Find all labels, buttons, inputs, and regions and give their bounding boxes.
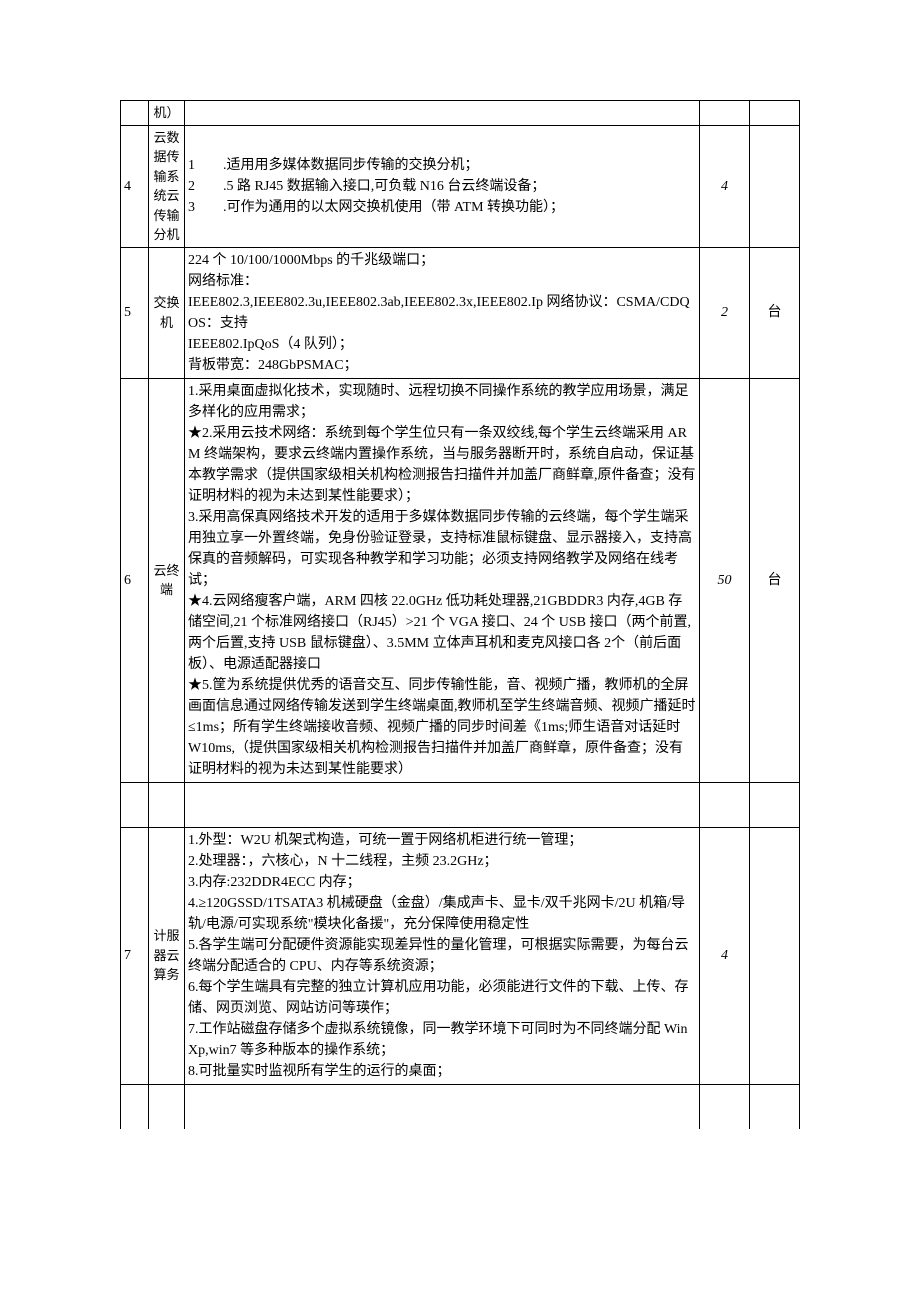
- cell-name: 机）: [149, 101, 185, 126]
- cell-unit: [750, 827, 800, 1084]
- spec-table: 机） 4 云数据传输系统云传输分机 1 .适用用多媒体数据同步传输的交换分机； …: [120, 100, 800, 1129]
- cell-qty: 4: [700, 125, 750, 247]
- cell-spec: [185, 101, 700, 126]
- table-row: 机）: [121, 101, 800, 126]
- cell-spec: 224 个 10/100/1000Mbps 的千兆级端口； 网络标准： IEEE…: [185, 247, 700, 378]
- cell-num: 4: [121, 125, 149, 247]
- cell-name: 交换机: [149, 247, 185, 378]
- spacer-cell: [700, 1084, 750, 1129]
- cell-spec: 1 .适用用多媒体数据同步传输的交换分机； 2 .5 路 RJ45 数据输入接口…: [185, 125, 700, 247]
- cell-spec: 1.采用桌面虚拟化技术，实现随时、远程切换不同操作系统的教学应用场景，满足多样化…: [185, 378, 700, 782]
- spacer-cell: [750, 782, 800, 827]
- spec-text: 224 个 10/100/1000Mbps 的千兆级端口； 网络标准： IEEE…: [188, 253, 690, 373]
- cell-name: 计服器云算务: [149, 827, 185, 1084]
- cell-qty: [700, 101, 750, 126]
- spacer-cell: [185, 1084, 700, 1129]
- cell-qty: 4: [700, 827, 750, 1084]
- cell-unit: 台: [750, 378, 800, 782]
- document-page: 机） 4 云数据传输系统云传输分机 1 .适用用多媒体数据同步传输的交换分机； …: [0, 0, 920, 1301]
- table-row: 7 计服器云算务 1.外型：W2U 机架式构造，可统一置于网络机柜进行统一管理；…: [121, 827, 800, 1084]
- spec-text: 1 .适用用多媒体数据同步传输的交换分机； 2 .5 路 RJ45 数据输入接口…: [188, 158, 564, 215]
- table-spacer-row: [121, 1084, 800, 1129]
- cell-spec: 1.外型：W2U 机架式构造，可统一置于网络机柜进行统一管理； 2.处理器：，六…: [185, 827, 700, 1084]
- spacer-cell: [121, 1084, 149, 1129]
- cell-num: [121, 101, 149, 126]
- cell-num: 6: [121, 378, 149, 782]
- spec-text: 1.外型：W2U 机架式构造，可统一置于网络机柜进行统一管理； 2.处理器：，六…: [188, 833, 689, 1079]
- table-row: 4 云数据传输系统云传输分机 1 .适用用多媒体数据同步传输的交换分机； 2 .…: [121, 125, 800, 247]
- table-row: 5 交换机 224 个 10/100/1000Mbps 的千兆级端口； 网络标准…: [121, 247, 800, 378]
- spacer-cell: [750, 1084, 800, 1129]
- cell-name: 云数据传输系统云传输分机: [149, 125, 185, 247]
- cell-num: 5: [121, 247, 149, 378]
- cell-unit: [750, 101, 800, 126]
- spacer-cell: [185, 782, 700, 827]
- cell-name: 云终端: [149, 378, 185, 782]
- cell-unit: [750, 125, 800, 247]
- spec-text: 1.采用桌面虚拟化技术，实现随时、远程切换不同操作系统的教学应用场景，满足多样化…: [188, 384, 696, 777]
- cell-num: 7: [121, 827, 149, 1084]
- cell-unit: 台: [750, 247, 800, 378]
- table-spacer-row: [121, 782, 800, 827]
- spacer-cell: [121, 782, 149, 827]
- spacer-cell: [700, 782, 750, 827]
- spacer-cell: [149, 1084, 185, 1129]
- spacer-cell: [149, 782, 185, 827]
- cell-qty: 2: [700, 247, 750, 378]
- cell-qty: 50: [700, 378, 750, 782]
- table-row: 6 云终端 1.采用桌面虚拟化技术，实现随时、远程切换不同操作系统的教学应用场景…: [121, 378, 800, 782]
